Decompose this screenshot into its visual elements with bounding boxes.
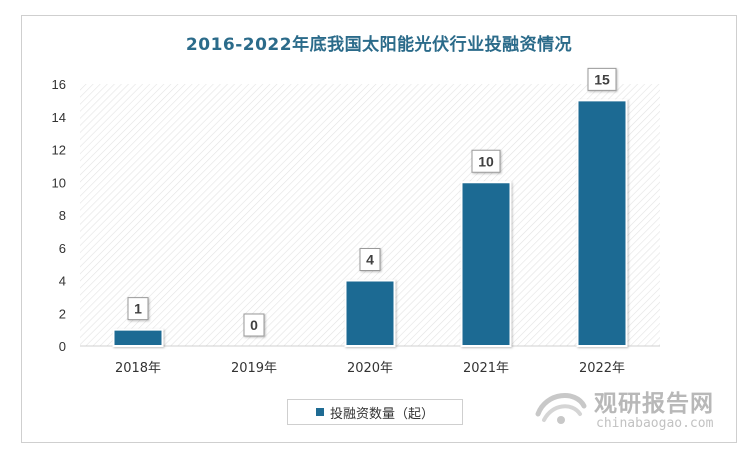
- data-label: 1: [134, 301, 142, 317]
- legend: 投融资数量（起）: [287, 399, 463, 425]
- y-tick-label: 10: [52, 175, 66, 190]
- legend-label: 投融资数量（起）: [329, 406, 434, 422]
- legend-swatch: [315, 408, 324, 416]
- data-label-box: [359, 248, 381, 271]
- x-tick-label: 2018年: [115, 361, 161, 376]
- x-tick-label: 2021年: [463, 361, 509, 376]
- data-label: 15: [594, 71, 610, 87]
- bar: [460, 181, 512, 347]
- data-label: 4: [366, 252, 374, 268]
- y-tick-label: 8: [59, 208, 66, 223]
- x-tick-label: 2020年: [347, 361, 393, 376]
- y-tick-label: 4: [59, 274, 66, 289]
- data-label-box: [243, 313, 265, 337]
- y-tick-label: 0: [59, 339, 66, 354]
- x-tick-label: 2019年: [231, 361, 277, 376]
- y-tick-label: 12: [52, 143, 66, 158]
- watermark-cn: 观研报告网: [594, 391, 714, 417]
- watermark-logo-icon: [535, 393, 587, 424]
- data-label-box: [471, 149, 501, 173]
- bar: [344, 279, 396, 347]
- chart-title: 2016-2022年底我国太阳能光伏行业投融资情况: [185, 35, 573, 55]
- y-tick-label: 14: [52, 110, 66, 125]
- y-axis: 0 2 4 6 8 10 12 14 16: [52, 77, 66, 354]
- data-label: 10: [478, 153, 494, 169]
- watermark: 观研报告网 chinabaogao.com: [532, 382, 732, 438]
- watermark-en: chinabaogao.com: [596, 416, 714, 431]
- y-tick-label: 6: [59, 241, 66, 256]
- data-label-box: [587, 67, 617, 91]
- x-axis: 2018年 2019年 2020年 2021年 2022年: [115, 361, 625, 376]
- bar: [576, 99, 628, 347]
- y-tick-label: 16: [52, 77, 66, 92]
- x-tick-label: 2022年: [579, 361, 625, 376]
- data-label: 0: [250, 317, 258, 333]
- y-tick-label: 2: [59, 306, 66, 321]
- data-label-box: [127, 297, 149, 321]
- bar: [112, 328, 164, 347]
